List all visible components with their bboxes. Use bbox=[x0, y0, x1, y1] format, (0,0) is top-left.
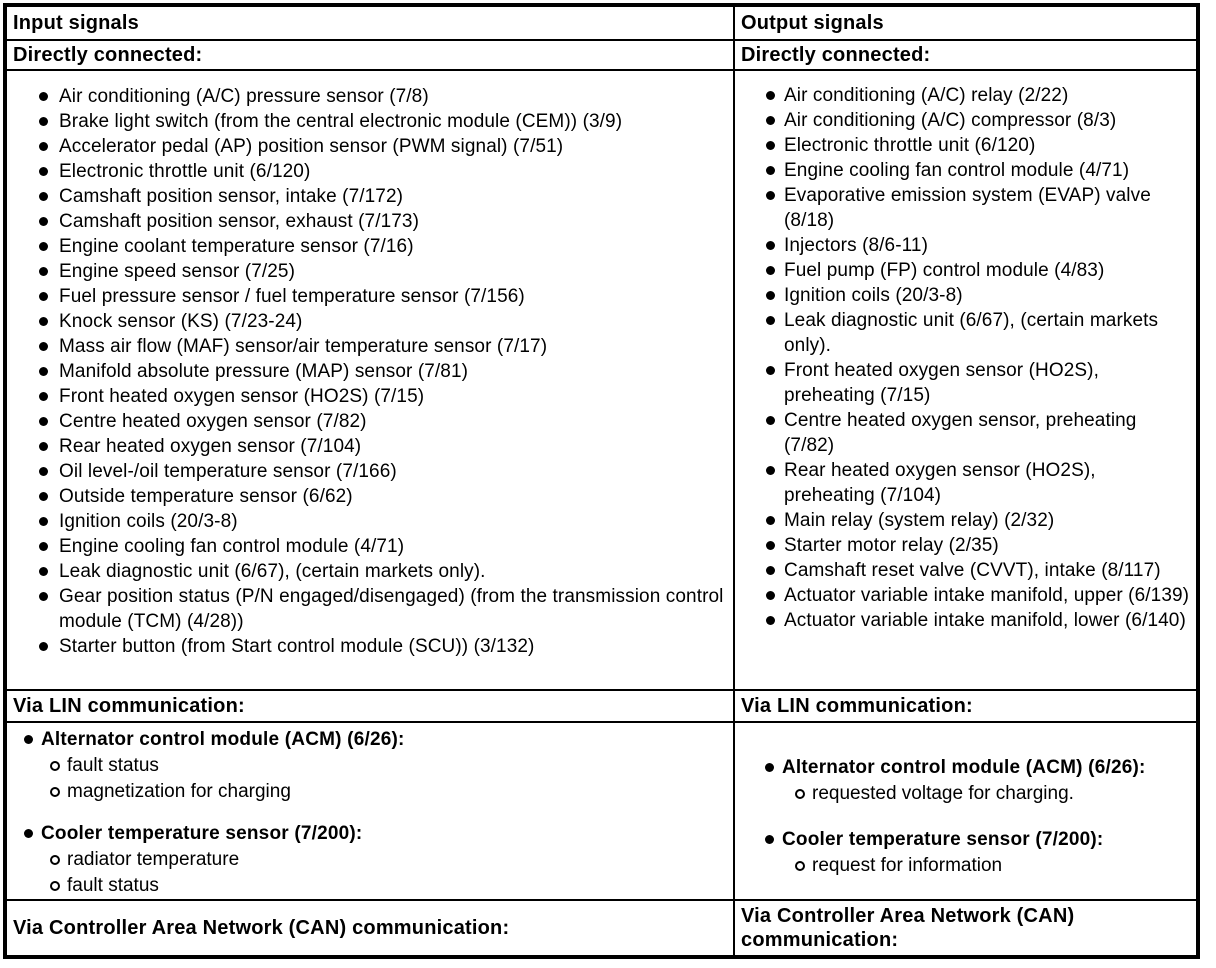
list-item: Camshaft position sensor, exhaust (7/173… bbox=[38, 209, 725, 234]
list-item: Main relay (system relay) (2/32) bbox=[765, 508, 1190, 533]
lin-group-title: Alternator control module (ACM) (6/26): bbox=[765, 755, 1190, 781]
list-item: Fuel pump (FP) control module (4/83) bbox=[765, 258, 1190, 283]
lin-sub-item: request for information bbox=[795, 853, 1190, 879]
list-item: Knock sensor (KS) (7/23-24) bbox=[38, 309, 725, 334]
list-item: Electronic throttle unit (6/120) bbox=[765, 133, 1190, 158]
can-communication-row: Via Controller Area Network (CAN) commun… bbox=[4, 899, 1199, 958]
list-item: Oil level-/oil temperature sensor (7/166… bbox=[38, 459, 725, 484]
lin-sub-item: fault status bbox=[50, 873, 727, 898]
lin-group-title: Alternator control module (ACM) (6/26): bbox=[24, 727, 727, 753]
list-item: Engine cooling fan control module (4/71) bbox=[765, 158, 1190, 183]
lin-group: Cooler temperature sensor (7/200): reques… bbox=[765, 827, 1190, 879]
signal-table: Input signals Output signals Directly co… bbox=[3, 3, 1200, 959]
header-row: Input signals Output signals bbox=[4, 4, 1199, 41]
list-item: Engine coolant temperature sensor (7/16) bbox=[38, 234, 725, 259]
list-item: Air conditioning (A/C) relay (2/22) bbox=[765, 83, 1190, 108]
list-item: Air conditioning (A/C) pressure sensor (… bbox=[38, 84, 725, 109]
list-item: Engine cooling fan control module (4/71) bbox=[38, 534, 725, 559]
list-item: Camshaft reset valve (CVVT), intake (8/1… bbox=[765, 558, 1190, 583]
list-item: Ignition coils (20/3-8) bbox=[765, 283, 1190, 308]
list-item: Leak diagnostic unit (6/67), (certain ma… bbox=[38, 559, 725, 584]
list-item: Centre heated oxygen sensor, preheating … bbox=[765, 408, 1190, 458]
list-item: Rear heated oxygen sensor (HO2S), prehea… bbox=[765, 458, 1190, 508]
lin-group: Alternator control module (ACM) (6/26): r… bbox=[765, 755, 1190, 807]
input-directly-connected-label: Directly connected: bbox=[4, 39, 735, 71]
input-lin-groups: Alternator control module (ACM) (6/26): f… bbox=[7, 724, 732, 898]
list-item: Actuator variable intake manifold, lower… bbox=[765, 608, 1190, 633]
lin-sub-list: requested voltage for charging. bbox=[765, 781, 1190, 807]
list-item: Engine speed sensor (7/25) bbox=[38, 259, 725, 284]
list-item: Centre heated oxygen sensor (7/82) bbox=[38, 409, 725, 434]
list-item: Starter motor relay (2/35) bbox=[765, 533, 1190, 558]
lin-details-row: Alternator control module (ACM) (6/26): f… bbox=[4, 721, 1199, 901]
list-item: Manifold absolute pressure (MAP) sensor … bbox=[38, 359, 725, 384]
output-lin-cell: Alternator control module (ACM) (6/26): r… bbox=[733, 721, 1199, 901]
lin-sub-list: fault status magnetization for charging bbox=[24, 753, 727, 805]
input-direct-list-cell: Air conditioning (A/C) pressure sensor (… bbox=[4, 69, 735, 691]
list-item: Leak diagnostic unit (6/67), (certain ma… bbox=[765, 308, 1190, 358]
list-item: Electronic throttle unit (6/120) bbox=[38, 159, 725, 184]
directly-connected-lists-row: Air conditioning (A/C) pressure sensor (… bbox=[4, 69, 1199, 691]
list-item: Brake light switch (from the central ele… bbox=[38, 109, 725, 134]
lin-sub-item: requested voltage for charging. bbox=[795, 781, 1190, 807]
list-item: Fuel pressure sensor / fuel temperature … bbox=[38, 284, 725, 309]
output-lin-groups: Alternator control module (ACM) (6/26): r… bbox=[736, 724, 1196, 879]
list-item: Front heated oxygen sensor (HO2S) (7/15) bbox=[38, 384, 725, 409]
directly-connected-row: Directly connected: Directly connected: bbox=[4, 39, 1199, 71]
output-can-label: Via Controller Area Network (CAN) commun… bbox=[733, 899, 1199, 958]
list-item: Camshaft position sensor, intake (7/172) bbox=[38, 184, 725, 209]
list-item: Actuator variable intake manifold, upper… bbox=[765, 583, 1190, 608]
list-item: Gear position status (P/N engaged/diseng… bbox=[38, 584, 725, 634]
lin-sub-list: request for information bbox=[765, 853, 1190, 879]
list-item: Rear heated oxygen sensor (7/104) bbox=[38, 434, 725, 459]
lin-sub-item: radiator temperature bbox=[50, 847, 727, 873]
list-item: Evaporative emission system (EVAP) valve… bbox=[765, 183, 1190, 233]
input-lin-cell: Alternator control module (ACM) (6/26): f… bbox=[4, 721, 735, 901]
list-item: Injectors (8/6-11) bbox=[765, 233, 1190, 258]
list-item: Mass air flow (MAF) sensor/air temperatu… bbox=[38, 334, 725, 359]
lin-group: Cooler temperature sensor (7/200): radiat… bbox=[24, 821, 727, 898]
list-item: Outside temperature sensor (6/62) bbox=[38, 484, 725, 509]
output-lin-label: Via LIN communication: bbox=[733, 689, 1199, 723]
input-can-label: Via Controller Area Network (CAN) commun… bbox=[4, 899, 735, 958]
input-lin-label: Via LIN communication: bbox=[4, 689, 735, 723]
list-item: Starter button (from Start control modul… bbox=[38, 634, 725, 659]
list-item: Accelerator pedal (AP) position sensor (… bbox=[38, 134, 725, 159]
lin-sub-item: magnetization for charging bbox=[50, 779, 727, 805]
lin-group: Alternator control module (ACM) (6/26): f… bbox=[24, 727, 727, 805]
list-item: Front heated oxygen sensor (HO2S), prehe… bbox=[765, 358, 1190, 408]
list-item: Air conditioning (A/C) compressor (8/3) bbox=[765, 108, 1190, 133]
list-item: Ignition coils (20/3-8) bbox=[38, 509, 725, 534]
output-signals-header: Output signals bbox=[733, 4, 1199, 41]
output-direct-list-cell: Air conditioning (A/C) relay (2/22) Air c… bbox=[733, 69, 1199, 691]
lin-sub-list: radiator temperature fault status bbox=[24, 847, 727, 898]
input-signals-header: Input signals bbox=[4, 4, 735, 41]
lin-communication-row: Via LIN communication: Via LIN communica… bbox=[4, 689, 1199, 723]
lin-group-title: Cooler temperature sensor (7/200): bbox=[24, 821, 727, 847]
output-directly-connected-label: Directly connected: bbox=[733, 39, 1199, 71]
input-direct-list: Air conditioning (A/C) pressure sensor (… bbox=[7, 72, 732, 659]
lin-group-title: Cooler temperature sensor (7/200): bbox=[765, 827, 1190, 853]
output-direct-list: Air conditioning (A/C) relay (2/22) Air c… bbox=[736, 72, 1196, 633]
lin-sub-item: fault status bbox=[50, 753, 727, 779]
